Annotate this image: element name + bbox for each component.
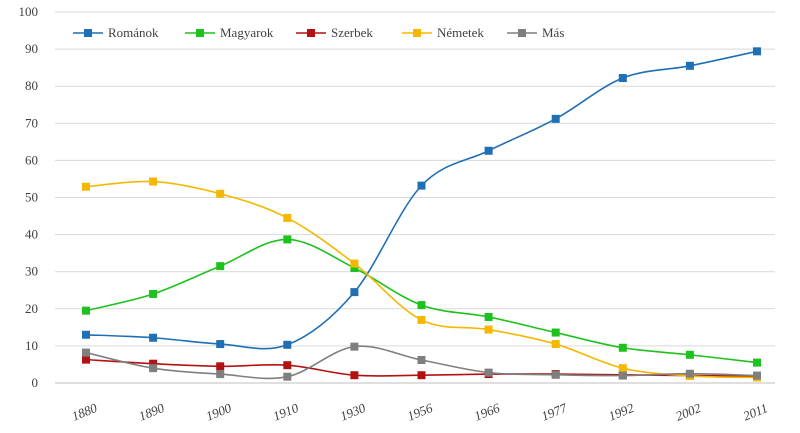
series-Németek bbox=[82, 177, 761, 382]
legend-marker bbox=[413, 29, 421, 37]
data-point bbox=[283, 340, 292, 349]
series-Más bbox=[82, 342, 761, 381]
legend-label: Németek bbox=[437, 25, 484, 40]
data-point bbox=[551, 340, 560, 349]
data-point bbox=[82, 306, 90, 315]
data-point bbox=[618, 74, 627, 83]
data-point bbox=[216, 362, 225, 371]
x-tick-label: 2002 bbox=[673, 400, 703, 424]
x-tick-label: 1977 bbox=[539, 400, 569, 424]
y-tick-label: 20 bbox=[25, 301, 38, 316]
data-point bbox=[484, 312, 493, 321]
data-point bbox=[82, 182, 90, 191]
data-point bbox=[551, 114, 560, 123]
x-tick-label: 1900 bbox=[204, 400, 234, 424]
data-point bbox=[350, 371, 359, 380]
data-point bbox=[417, 181, 426, 190]
legend-item: Románok bbox=[73, 25, 159, 40]
data-point bbox=[283, 235, 292, 244]
data-point bbox=[417, 355, 426, 364]
data-point bbox=[753, 47, 761, 56]
data-point bbox=[149, 289, 158, 298]
y-tick-label: 60 bbox=[25, 152, 38, 167]
y-tick-label: 80 bbox=[25, 78, 38, 93]
x-tick-label: 1956 bbox=[405, 400, 435, 424]
legend-marker bbox=[196, 29, 204, 37]
y-tick-label: 30 bbox=[25, 264, 38, 279]
data-point bbox=[82, 355, 90, 364]
legend-item: Más bbox=[507, 25, 564, 40]
data-point bbox=[350, 288, 359, 297]
y-tick-label: 40 bbox=[25, 227, 38, 242]
legend-label: Más bbox=[542, 25, 564, 40]
y-tick-label: 0 bbox=[32, 375, 39, 390]
series-line bbox=[85, 50, 758, 350]
y-tick-label: 90 bbox=[25, 41, 38, 56]
data-point bbox=[618, 371, 627, 380]
x-tick-label: 1880 bbox=[69, 400, 99, 424]
data-point bbox=[484, 368, 493, 377]
x-tick-label: 1890 bbox=[137, 400, 167, 424]
data-point bbox=[618, 364, 627, 373]
data-point bbox=[283, 213, 292, 222]
x-tick-label: 1910 bbox=[271, 400, 301, 424]
data-point bbox=[551, 370, 560, 379]
data-point bbox=[82, 348, 90, 357]
series-line bbox=[85, 238, 758, 364]
data-point bbox=[350, 263, 359, 272]
data-point bbox=[149, 177, 158, 186]
x-tick-label: 1930 bbox=[338, 400, 368, 424]
data-point bbox=[216, 262, 225, 271]
legend: Románok Magyarok Szerbek Németek Más bbox=[73, 25, 564, 40]
y-axis-tick-labels: 0 10 20 30 40 50 60 70 80 90 100 bbox=[19, 4, 39, 390]
data-point bbox=[216, 340, 225, 349]
y-tick-label: 50 bbox=[25, 190, 38, 205]
data-point bbox=[417, 315, 426, 324]
series-lines bbox=[82, 47, 761, 382]
data-point bbox=[149, 359, 158, 368]
data-point bbox=[350, 342, 359, 351]
data-point bbox=[216, 189, 225, 198]
y-tick-label: 100 bbox=[19, 4, 39, 19]
y-tick-label: 70 bbox=[25, 115, 38, 130]
x-tick-label: 1992 bbox=[606, 400, 636, 424]
x-tick-label: 1966 bbox=[472, 400, 502, 424]
legend-item: Magyarok bbox=[185, 25, 274, 40]
legend-label: Magyarok bbox=[220, 25, 274, 40]
data-point bbox=[753, 358, 761, 367]
legend-marker bbox=[84, 29, 92, 37]
data-point bbox=[685, 61, 694, 70]
series-Magyarok bbox=[82, 235, 761, 367]
legend-marker bbox=[307, 29, 315, 37]
series-Románok bbox=[82, 47, 761, 350]
data-point bbox=[216, 370, 225, 379]
legend-marker bbox=[518, 29, 526, 37]
data-point bbox=[484, 325, 493, 334]
legend-label: Románok bbox=[108, 25, 159, 40]
data-point bbox=[753, 371, 761, 380]
legend-item: Németek bbox=[402, 25, 484, 40]
data-point bbox=[350, 259, 359, 268]
x-tick-label: 2011 bbox=[741, 400, 770, 423]
y-tick-label: 10 bbox=[25, 338, 38, 353]
data-point bbox=[417, 301, 426, 310]
data-point bbox=[417, 371, 426, 380]
data-point bbox=[685, 369, 694, 378]
data-point bbox=[551, 328, 560, 337]
data-point bbox=[283, 372, 292, 381]
data-point bbox=[283, 361, 292, 370]
data-point bbox=[149, 333, 158, 342]
legend-item: Szerbek bbox=[296, 25, 373, 40]
data-point bbox=[618, 343, 627, 352]
data-point bbox=[484, 146, 493, 155]
legend-label: Szerbek bbox=[331, 25, 373, 40]
data-point bbox=[82, 330, 90, 339]
data-point bbox=[685, 350, 694, 359]
series-line bbox=[85, 180, 758, 379]
gridlines bbox=[55, 11, 775, 384]
data-point bbox=[149, 364, 158, 373]
x-axis-tick-labels: 1880 1890 1900 1910 1930 1956 1966 1977 1992 2002… bbox=[69, 400, 769, 424]
